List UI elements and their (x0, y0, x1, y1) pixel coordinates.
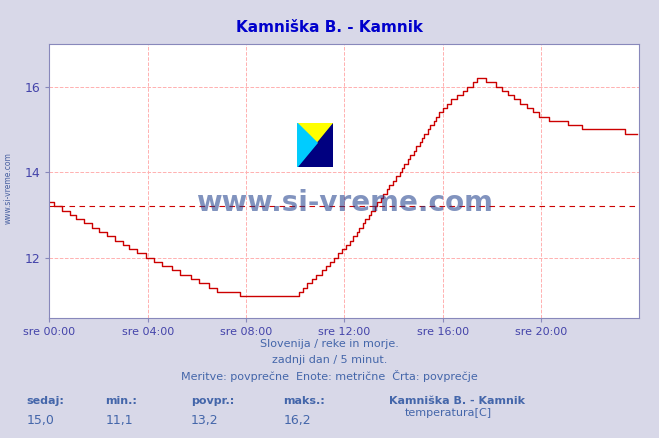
Text: www.si-vreme.com: www.si-vreme.com (196, 189, 493, 216)
Text: Kamniška B. - Kamnik: Kamniška B. - Kamnik (236, 20, 423, 35)
Text: maks.:: maks.: (283, 396, 325, 406)
Text: min.:: min.: (105, 396, 137, 406)
Polygon shape (297, 123, 317, 167)
Text: temperatura[C]: temperatura[C] (405, 408, 492, 417)
Text: 16,2: 16,2 (283, 414, 311, 427)
Polygon shape (297, 123, 333, 167)
Text: sedaj:: sedaj: (26, 396, 64, 406)
Text: Kamniška B. - Kamnik: Kamniška B. - Kamnik (389, 396, 525, 406)
Polygon shape (297, 123, 333, 167)
Text: 11,1: 11,1 (105, 414, 133, 427)
Text: zadnji dan / 5 minut.: zadnji dan / 5 minut. (272, 355, 387, 365)
Text: 13,2: 13,2 (191, 414, 219, 427)
Text: www.si-vreme.com: www.si-vreme.com (3, 152, 13, 224)
Text: Slovenija / reke in morje.: Slovenija / reke in morje. (260, 339, 399, 350)
Text: povpr.:: povpr.: (191, 396, 235, 406)
Text: 15,0: 15,0 (26, 414, 54, 427)
Text: Meritve: povprečne  Enote: metrične  Črta: povprečje: Meritve: povprečne Enote: metrične Črta:… (181, 370, 478, 382)
